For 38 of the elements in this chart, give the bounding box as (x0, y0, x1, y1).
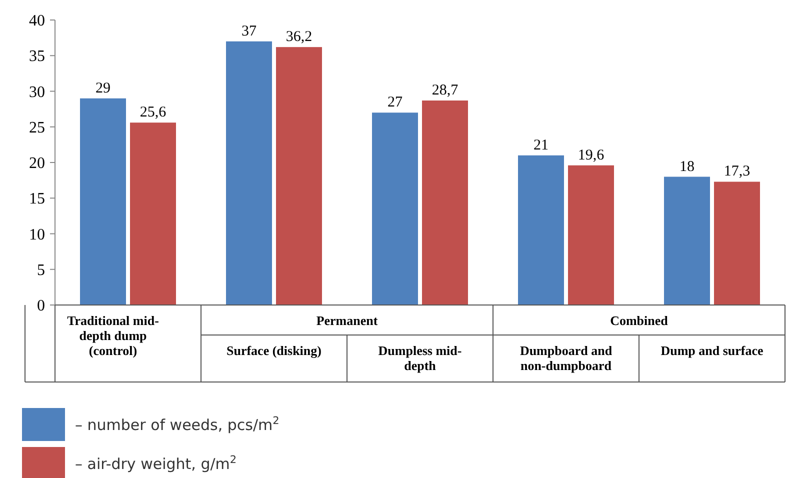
data-label: 29 (96, 80, 110, 96)
y-tick-label: 5 (37, 262, 45, 279)
bar (568, 165, 614, 305)
y-tick-label: 25 (29, 119, 45, 136)
y-tick-label: 0 (37, 298, 45, 315)
bar (276, 47, 322, 305)
bar (130, 122, 176, 305)
bar (422, 100, 468, 305)
data-label: 27 (388, 94, 403, 111)
bar (372, 112, 418, 305)
data-label: 28,7 (432, 82, 459, 99)
y-tick-label: 20 (29, 155, 45, 172)
text: Combined (610, 313, 669, 328)
x-tick-label: Traditional mid-depth dump (control) (67, 313, 159, 358)
y-tick-label: 40 (29, 12, 45, 30)
y-tick-label: 15 (29, 190, 45, 208)
y-tick-label: 30 (29, 84, 45, 101)
data-label: 17,3 (724, 164, 750, 180)
text: Permanent (316, 313, 378, 328)
y-tick-label: 10 (29, 226, 45, 244)
bar (80, 98, 126, 305)
legend-label: – number of weeds, pcs/m$^{2}$ (75, 415, 280, 434)
x-tick-label: Dumpboard and non-dumpboard (520, 343, 613, 373)
x-tick-label: Dump and surface (660, 343, 764, 358)
x-tick-label: Surface (disking) (226, 343, 322, 358)
x-tick-label: Dumpless mid-depth (378, 343, 462, 373)
bar (226, 41, 272, 305)
data-label: 37 (242, 23, 257, 40)
bar (664, 176, 710, 305)
data-label: 19,6 (578, 147, 605, 164)
data-label: 36,2 (286, 29, 312, 46)
legend-label: – air-dry weight, g/m$^{2}$ (75, 454, 237, 473)
y-tick-label: 35 (29, 48, 45, 66)
bar (518, 155, 564, 305)
data-label: 25,6 (140, 104, 167, 121)
data-label: 18 (680, 158, 694, 175)
bar (714, 182, 760, 305)
data-label: 21 (534, 137, 548, 154)
